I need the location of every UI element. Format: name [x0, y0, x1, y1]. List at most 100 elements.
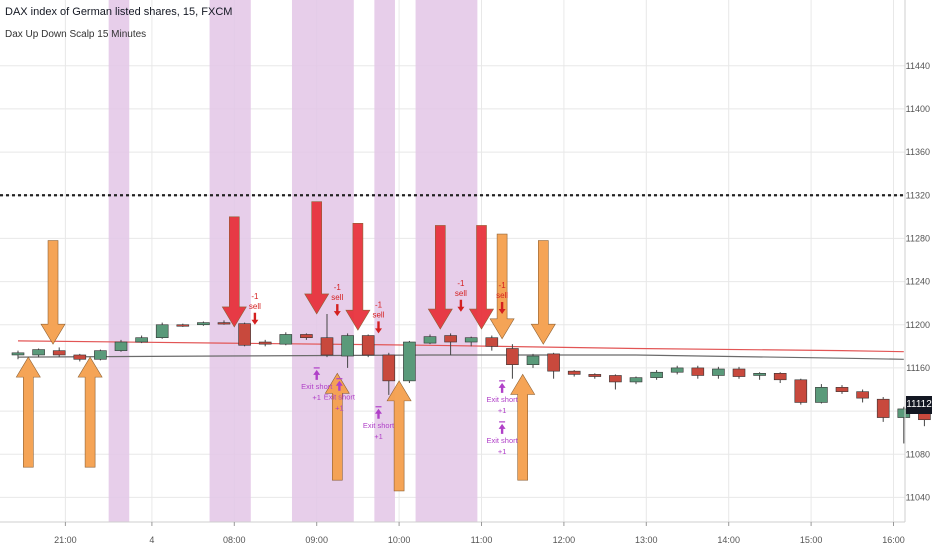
candle-up [403, 341, 416, 382]
x-tick-label: 12:00 [553, 535, 576, 545]
sell-label: sell [331, 293, 343, 302]
exit-qty-label: +1 [312, 393, 321, 402]
indicator-name: Dax Up Down Scalp 15 Minutes [5, 29, 147, 40]
x-tick-label: 11:00 [471, 535, 493, 545]
highlight-band [415, 0, 478, 522]
y-tick-label: 11040 [906, 492, 930, 502]
exit-arrow-icon [375, 408, 382, 419]
candle-down [176, 324, 190, 327]
candle-up [753, 373, 766, 376]
candle-up [155, 324, 169, 338]
candle-up [197, 322, 210, 326]
candle-down [794, 379, 808, 403]
sell-qty-label: -1 [251, 292, 259, 301]
y-tick-label: 11440 [906, 61, 930, 71]
sell-arrow-icon [457, 299, 465, 312]
arrow-up [510, 373, 536, 481]
candle-up [464, 337, 478, 343]
arrow-down [345, 223, 371, 331]
candle-down [835, 387, 849, 392]
arrow-down [468, 225, 495, 330]
candle-up [279, 334, 293, 345]
candle-up [670, 367, 684, 373]
candle-down [217, 322, 231, 325]
exit-arrow-icon [498, 382, 506, 393]
exit-marker: Exit short +1 [301, 367, 333, 402]
candle-up [650, 371, 663, 378]
ma-red-line [17, 340, 904, 353]
candle-down [506, 348, 519, 365]
candle-down [361, 335, 375, 356]
candle-down [258, 341, 272, 345]
x-tick-label: 16:00 [882, 535, 905, 545]
candle-down [485, 337, 499, 347]
sell-arrow-icon [375, 321, 382, 334]
arrow-up [324, 372, 350, 481]
candle-down [773, 373, 787, 381]
highlight-band [291, 0, 354, 522]
exit-marker: Exit short +1 [324, 378, 356, 413]
x-tick-label: 15:00 [800, 535, 823, 545]
candle-down [691, 367, 705, 376]
exit-qty-label: +1 [498, 406, 507, 415]
x-tick-label: 08:00 [223, 535, 246, 545]
candle-down [588, 374, 602, 377]
arrow-down [530, 240, 556, 345]
candle-down [52, 350, 66, 356]
candle-down [320, 337, 334, 356]
candle-up [815, 387, 828, 403]
x-tick-label: 4 [149, 535, 154, 545]
y-tick-label: 11080 [906, 449, 930, 459]
exit-short-label: Exit short [301, 382, 333, 391]
highlight-band [108, 0, 130, 522]
exit-short-label: Exit short [486, 395, 518, 404]
candle-down [238, 323, 251, 346]
sell-arrow-icon [251, 312, 259, 325]
exit-short-label: Exit short [324, 393, 356, 402]
candle-up [423, 336, 437, 344]
candle-up [114, 341, 128, 351]
x-tick-label: 09:00 [305, 535, 328, 545]
y-tick-label: 11320 [906, 190, 930, 200]
exit-qty-label: +1 [374, 432, 383, 441]
exit-qty-label: +1 [335, 404, 344, 413]
arrow-down [489, 233, 515, 340]
chart-title: DAX index of German listed shares, 15, F… [5, 6, 233, 18]
sell-arrow-icon [498, 301, 506, 314]
session-highlights [108, 0, 478, 522]
exit-marker: Exit short +1 [486, 421, 519, 456]
sell-label: sell [372, 310, 384, 319]
arrow-down [221, 216, 247, 328]
y-tick-label: 11280 [906, 233, 930, 243]
candle-up [712, 368, 725, 376]
exit-arrow-icon [313, 369, 321, 380]
y-tick-label: 11400 [906, 104, 930, 114]
exit-arrow-icon [335, 380, 343, 391]
x-tick-label: 21:00 [54, 535, 77, 545]
candle-down [732, 368, 746, 377]
exit-short-label: Exit short [363, 421, 395, 430]
y-tick-label: 11200 [906, 320, 930, 330]
sell-qty-label: -1 [499, 281, 507, 290]
exit-marker: Exit short +1 [486, 380, 519, 415]
sell-arrow-icon [333, 304, 341, 317]
x-tick-label: 13:00 [635, 535, 658, 545]
candle-up [526, 355, 540, 365]
sell-qty-label: -1 [375, 300, 383, 309]
y-tick-label: 11240 [906, 277, 930, 287]
last-price-badge: 11112 [906, 396, 932, 414]
candle-down [547, 353, 560, 372]
candle-up [32, 349, 45, 356]
candle-down [567, 370, 581, 375]
candle-up [629, 377, 643, 383]
arrow-up [15, 356, 41, 468]
highlight-band [374, 0, 395, 522]
y-tick-label: 11360 [906, 147, 930, 157]
exit-qty-label: +1 [498, 447, 507, 456]
